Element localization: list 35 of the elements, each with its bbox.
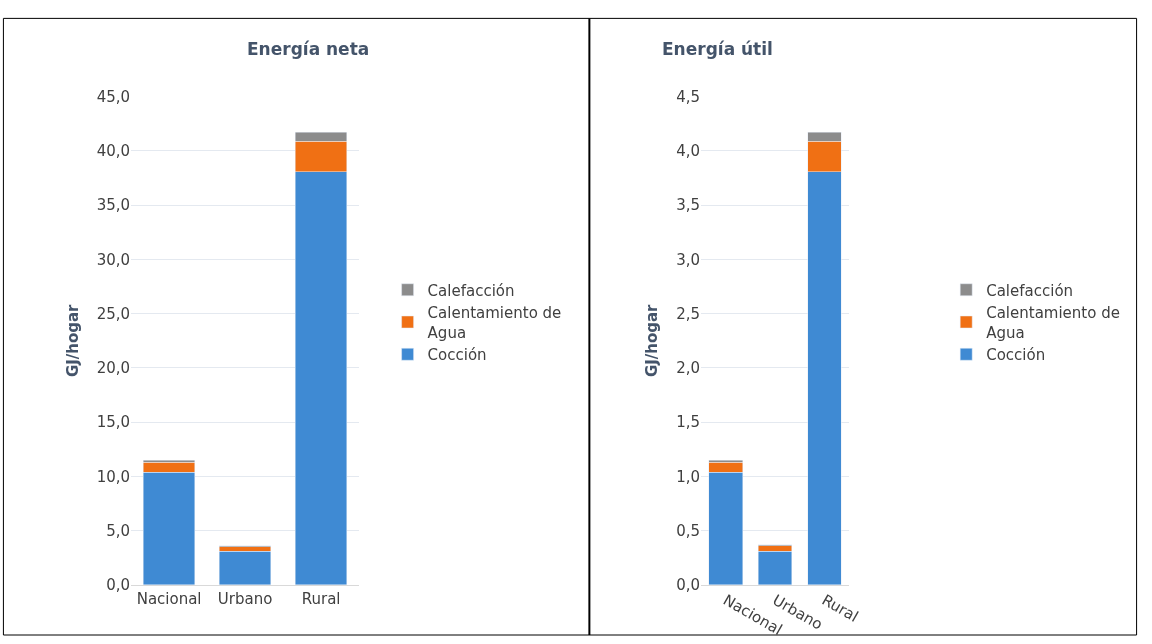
y-axis-title: GJ/hogar [63,303,82,378]
y-tick-label: 15,0 [96,413,131,432]
y-tick-label: 35,0 [96,196,131,215]
y-tick-label: 2,5 [676,304,701,323]
x-tick-label: Nacional [136,589,202,608]
y-tick-label: 45,0 [96,87,131,106]
y-tick-label: 25,0 [96,304,131,323]
y-tick-label: 2,0 [676,359,701,378]
y-axis-title: GJ/hogar [643,303,662,378]
y-tick-label: 0,0 [676,576,701,595]
y-tick-label: 5,0 [106,521,131,540]
legend-label: Calentamiento de Agua [427,304,562,342]
y-tick-label: 0,0 [106,576,131,595]
legend-label: Cocción [986,346,1046,365]
legend-label: Calentamiento de Agua [986,304,1120,342]
y-tick-label: 30,0 [96,250,131,269]
y-tick-label: 0,5 [676,521,701,540]
y-tick-label: 1,5 [676,413,701,432]
y-tick-label: 4,5 [676,87,701,106]
y-tick-label: 10,0 [96,467,131,486]
y-tick-label: 3,5 [676,196,701,215]
y-tick-label: 3,0 [676,250,701,269]
chart-title: Energía útil [662,39,773,59]
legend-label: Calefacción [986,281,1074,300]
bar [758,551,793,585]
y-tick-label: 40,0 [96,142,131,161]
legend-label: Calefacción [427,281,515,300]
y-tick-label: 1,0 [676,467,701,486]
x-tick-label: Urbano [217,589,273,608]
bar [219,551,272,585]
legend-label: Cocción [427,346,487,365]
chart-title: Energía neta [247,39,370,59]
y-tick-label: 20,0 [96,359,131,378]
y-tick-label: 4,0 [676,142,701,161]
x-tick-label: Rural [301,589,341,608]
